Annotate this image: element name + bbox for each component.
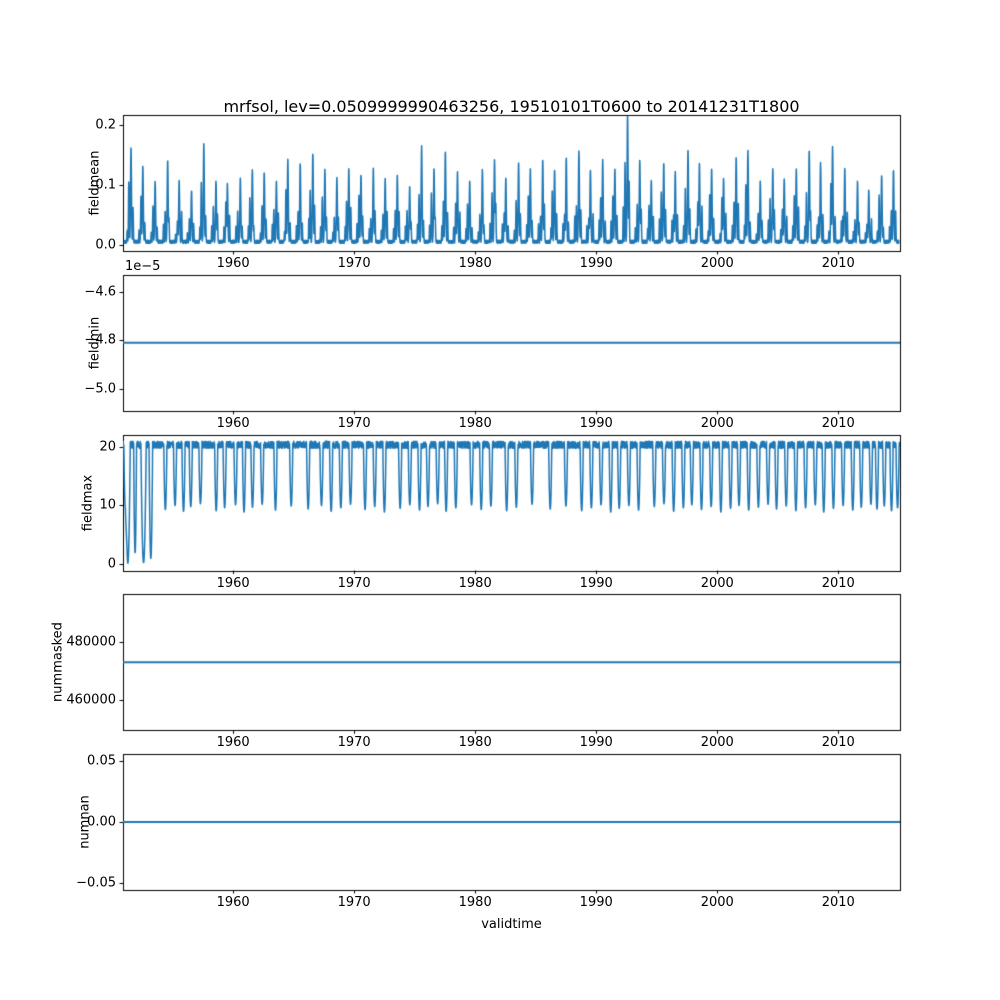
x-tick-label: 1990 bbox=[579, 415, 613, 431]
x-tick-label: 2010 bbox=[821, 575, 855, 591]
x-tick-label: 1970 bbox=[337, 895, 371, 910]
x-tick-label: 2010 bbox=[821, 415, 855, 431]
y-tick-label: −5.0 bbox=[84, 381, 116, 397]
x-tick-label: 1980 bbox=[458, 895, 492, 910]
x-tick-label: 1980 bbox=[458, 735, 492, 751]
x-tick-label: 1980 bbox=[458, 256, 492, 271]
y-tick-label: 0 bbox=[107, 556, 116, 572]
y-tick-label: −0.05 bbox=[76, 875, 116, 891]
x-tick-label: 1970 bbox=[337, 575, 371, 591]
y-tick-label: 480000 bbox=[66, 634, 116, 650]
x-tick-label: 2000 bbox=[700, 575, 734, 591]
y-tick-label: 0.1 bbox=[95, 177, 116, 193]
x-tick-label: 2000 bbox=[700, 256, 734, 271]
x-tick-label: 1970 bbox=[337, 415, 371, 431]
y-tick-label: 0.05 bbox=[87, 753, 116, 769]
x-tick-label: 2010 bbox=[821, 895, 855, 910]
x-tick-label: 1990 bbox=[579, 256, 613, 271]
x-axis-label: validtime bbox=[481, 917, 542, 932]
y-tick-label: 20 bbox=[99, 439, 116, 455]
x-tick-label: 1980 bbox=[458, 415, 492, 431]
x-tick-label: 1960 bbox=[216, 895, 250, 910]
axis-offset-text: 1e−5 bbox=[125, 258, 161, 274]
x-tick-label: 2000 bbox=[700, 895, 734, 910]
x-tick-label: 1980 bbox=[458, 575, 492, 591]
x-tick-label: 1960 bbox=[216, 256, 250, 271]
x-tick-label: 2000 bbox=[700, 735, 734, 751]
x-tick-label: 2010 bbox=[821, 256, 855, 271]
y-tick-label: −4.8 bbox=[84, 332, 116, 348]
y-tick-label: 460000 bbox=[66, 692, 116, 708]
x-tick-label: 1990 bbox=[579, 575, 613, 591]
x-tick-label: 1970 bbox=[337, 735, 371, 751]
x-tick-label: 2000 bbox=[700, 415, 734, 431]
y-axis-label-nummasked: nummasked bbox=[50, 622, 66, 703]
y-tick-label: 0.0 bbox=[95, 237, 116, 253]
x-tick-label: 1960 bbox=[216, 415, 250, 431]
x-tick-label: 1990 bbox=[579, 735, 613, 751]
y-tick-label: −4.6 bbox=[84, 284, 116, 300]
x-tick-label: 1990 bbox=[579, 895, 613, 910]
x-tick-label: 2010 bbox=[821, 735, 855, 751]
x-tick-label: 1960 bbox=[216, 735, 250, 751]
y-tick-label: 0.2 bbox=[95, 117, 116, 133]
figure-title: mrfsol, lev=0.0509999990463256, 19510101… bbox=[223, 97, 800, 116]
x-tick-label: 1960 bbox=[216, 575, 250, 591]
y-tick-label: 0.00 bbox=[87, 814, 116, 830]
x-tick-label: 1970 bbox=[337, 256, 371, 271]
y-axis-label-fieldmax: fieldmax bbox=[80, 474, 96, 531]
y-tick-label: 10 bbox=[99, 497, 116, 513]
